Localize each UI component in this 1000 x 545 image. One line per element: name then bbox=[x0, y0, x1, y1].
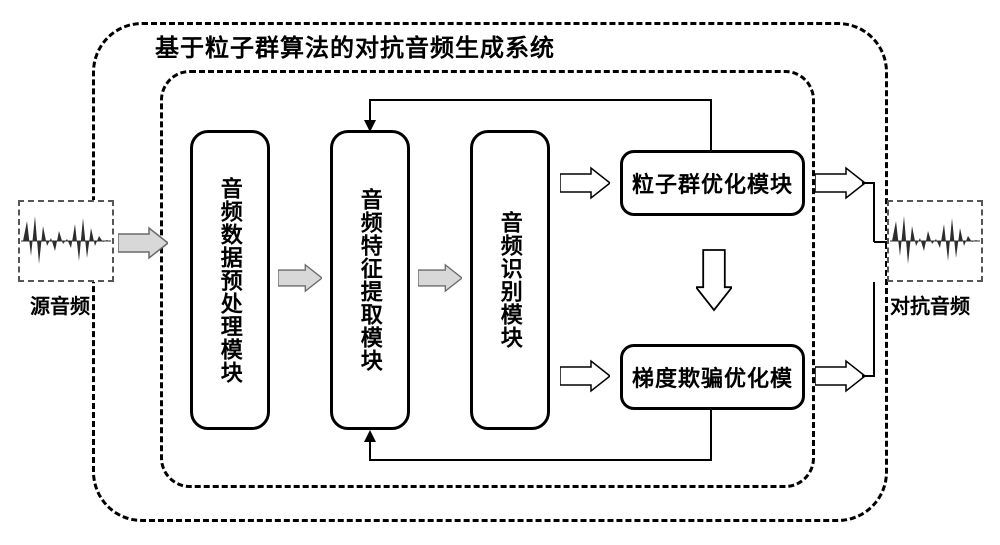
canvas: { "meta": { "width": 1000, "height": 545… bbox=[0, 0, 1000, 545]
feedback-bottom bbox=[0, 0, 1000, 545]
